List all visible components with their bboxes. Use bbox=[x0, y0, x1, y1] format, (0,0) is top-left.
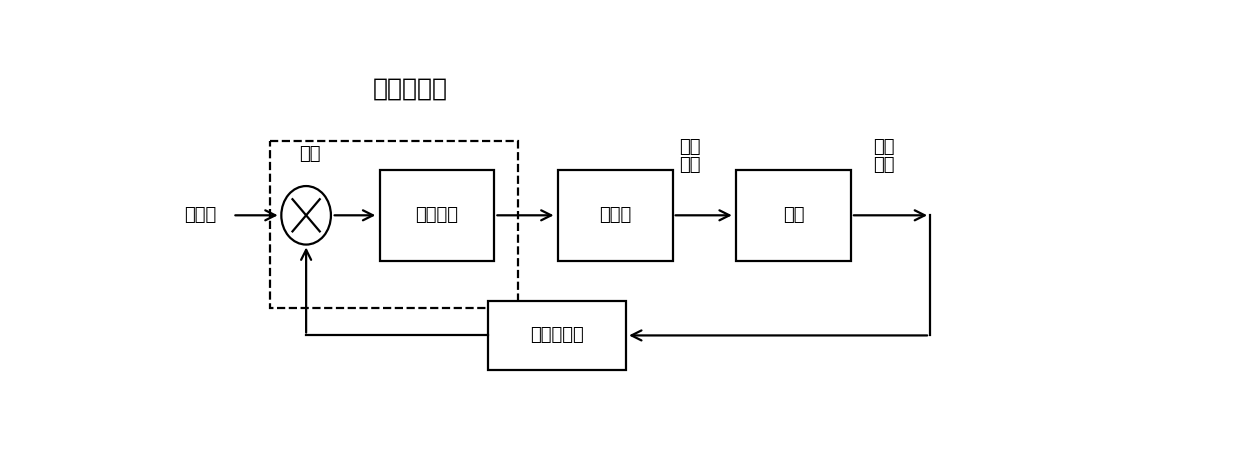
Text: 给定值: 给定值 bbox=[184, 206, 216, 224]
Text: 变量: 变量 bbox=[680, 156, 701, 174]
Text: 操作: 操作 bbox=[680, 138, 701, 156]
Bar bbox=[737, 170, 851, 261]
Bar bbox=[489, 301, 626, 370]
Bar bbox=[379, 170, 495, 261]
Text: 控制规律: 控制规律 bbox=[415, 206, 459, 224]
Bar bbox=[558, 170, 672, 261]
Text: 模拟调节器: 模拟调节器 bbox=[373, 76, 448, 100]
Text: 被控: 被控 bbox=[873, 138, 894, 156]
Text: 传感变送器: 传感变送器 bbox=[531, 326, 584, 344]
Bar bbox=[270, 141, 518, 308]
Text: 偏差: 偏差 bbox=[299, 145, 321, 164]
Text: 变量: 变量 bbox=[873, 156, 894, 174]
Text: 过程: 过程 bbox=[782, 206, 805, 224]
Text: 执行器: 执行器 bbox=[599, 206, 631, 224]
Ellipse shape bbox=[281, 186, 331, 245]
